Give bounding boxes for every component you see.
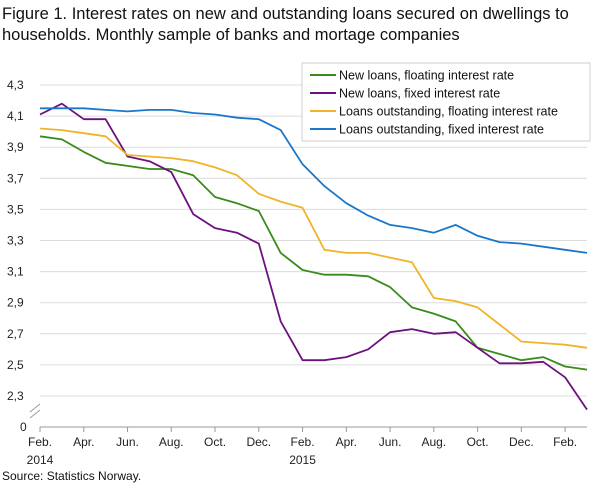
y-tick-label: 2,5 [7,358,24,372]
y-tick-label: 0 [20,420,27,434]
x-tick-label: Dec. [509,435,534,449]
x-tick-label: Jun. [379,435,402,449]
legend-entry: New loans, floating interest rate [339,69,514,83]
series-line-1 [39,135,588,371]
x-tick-year-label: 2014 [27,453,54,467]
x-tick-label: Aug. [159,435,184,449]
legend-entry: New loans, fixed interest rate [339,87,500,101]
y-tick-label: 2,7 [7,327,24,341]
y-tick-label: 3,9 [7,140,24,154]
x-tick-label: Feb. [291,435,315,449]
x-tick-label: Oct. [467,435,489,449]
y-tick-label: 4,1 [7,109,24,123]
y-tick-label: 3,3 [7,234,24,248]
legend-entry: Loans outstanding, floating interest rat… [339,105,558,119]
x-tick-label: Feb. [553,435,577,449]
series-line-2 [39,102,588,411]
source-note: Source: Statistics Norway. [2,469,142,483]
y-tick-label: 4,3 [7,78,24,92]
x-tick-label: Jun. [116,435,139,449]
y-tick-label: 2,9 [7,296,24,310]
y-tick-label: 3,5 [7,202,24,216]
y-tick-label: 2,3 [7,389,24,403]
series-line-3 [39,127,588,349]
legend-entry: Loans outstanding, fixed interest rate [339,123,544,137]
series-line-4 [40,107,588,254]
legend-box [301,62,591,142]
legend: New loans, floating interest rate New loa… [301,62,591,142]
x-tick-label: Oct. [204,435,226,449]
series-lines [39,102,588,411]
x-tick-label: Apr. [73,435,94,449]
x-tick-label: Apr. [336,435,357,449]
x-tick-year-label: 2015 [289,453,316,467]
y-tick-label: 3,1 [7,265,24,279]
chart-title: Figure 1. Interest rates on new and outs… [2,5,569,44]
axis-break-mark [29,403,41,419]
x-tick-label: Feb. [28,435,52,449]
y-tick-label: 3,7 [7,171,24,185]
axes: 4,34,13,93,73,53,33,12,92,72,52,30Feb.20… [7,78,587,467]
x-tick-label: Dec. [246,435,271,449]
x-tick-label: Aug. [421,435,446,449]
